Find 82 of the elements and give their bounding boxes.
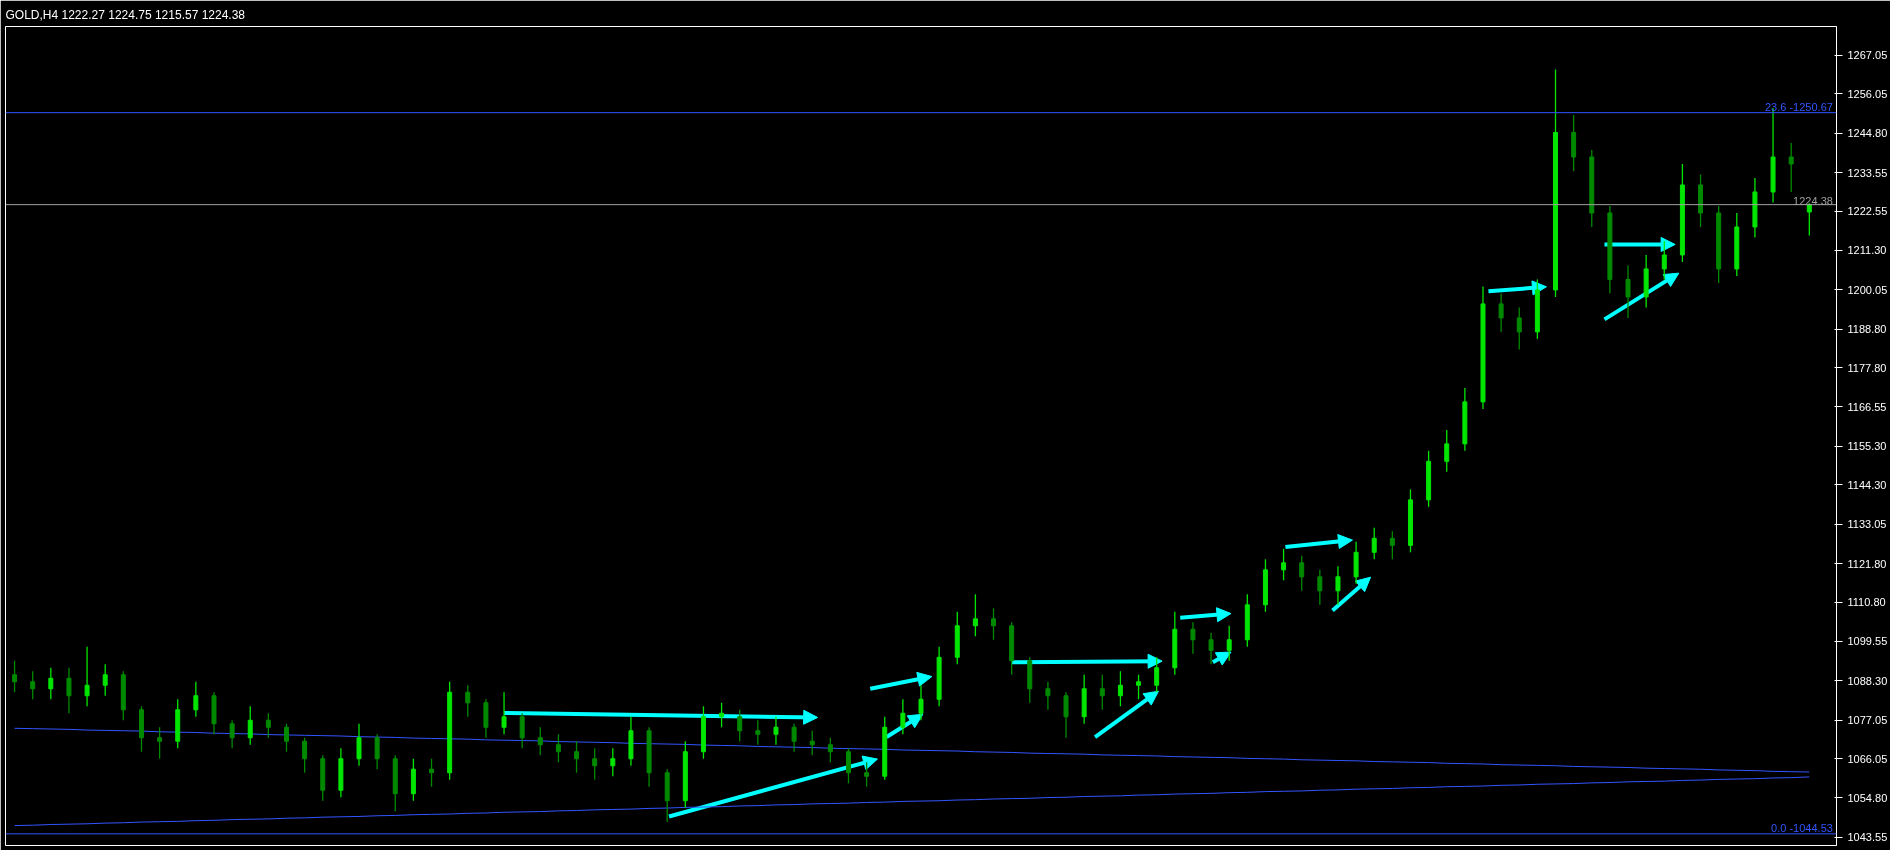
candlestick xyxy=(1099,674,1105,711)
candlestick xyxy=(991,607,997,641)
candlestick xyxy=(66,667,72,714)
candlestick xyxy=(1299,555,1305,592)
candlestick xyxy=(157,726,163,760)
y-tick-label: 1244.80 xyxy=(1847,127,1888,140)
candlestick xyxy=(1516,306,1522,351)
candlestick xyxy=(465,684,471,718)
y-tick-label: 1177.80 xyxy=(1847,361,1887,374)
candlestick xyxy=(1190,621,1196,655)
y-tick-label: 1043.55 xyxy=(1847,831,1888,844)
candlestick xyxy=(84,646,90,707)
candlestick xyxy=(864,761,870,788)
candlestick xyxy=(193,681,199,718)
y-tick-label: 1200.05 xyxy=(1847,283,1888,296)
candlestick xyxy=(1661,240,1667,281)
y-tick-label: 1144.30 xyxy=(1847,478,1887,491)
candlestick xyxy=(1045,681,1051,711)
candlestick xyxy=(809,730,815,756)
y-tick-label: 1188.80 xyxy=(1847,323,1887,336)
ref-line-label: 1224.38 xyxy=(1793,194,1833,207)
annotation: 23.6 -1250.67 xyxy=(1764,100,1833,113)
candlestick xyxy=(537,726,543,756)
y-tick-label: 1054.80 xyxy=(1847,791,1888,804)
candlestick xyxy=(374,733,380,770)
candlestick xyxy=(1444,429,1450,473)
candlestick xyxy=(610,747,616,777)
y-tick-label: 1088.30 xyxy=(1847,674,1888,687)
candlestick xyxy=(737,709,743,742)
y-tick-label: 1099.55 xyxy=(1847,635,1888,648)
candlestick xyxy=(265,712,271,739)
candlestick xyxy=(574,740,580,774)
candlestick xyxy=(1317,569,1323,606)
candlestick xyxy=(519,712,525,749)
candlestick xyxy=(1208,632,1214,665)
y-tick-label: 1110.80 xyxy=(1847,596,1886,608)
candlestick xyxy=(918,684,924,721)
y-tick-label: 1256.05 xyxy=(1847,87,1888,100)
candlestick xyxy=(1498,292,1504,333)
candlestick xyxy=(1281,548,1287,581)
y-tick-label: 1155.30 xyxy=(1847,440,1887,453)
y-tick-label: 1233.55 xyxy=(1847,166,1888,179)
candlestick xyxy=(773,716,779,746)
candlestick xyxy=(1063,691,1069,739)
candlestick xyxy=(555,733,561,763)
candlestick xyxy=(1389,530,1395,560)
y-tick-label: 1066.05 xyxy=(1847,752,1888,765)
candlestick xyxy=(845,747,851,784)
candlestick xyxy=(229,719,235,749)
y-tick-label: 1222.55 xyxy=(1847,205,1888,218)
candlestick xyxy=(592,747,598,781)
y-tick-label: 1077.05 xyxy=(1847,714,1888,727)
y-tick-label: 1166.55 xyxy=(1847,400,1887,413)
candlestick xyxy=(900,698,906,735)
candlestick xyxy=(12,660,18,693)
candlestick xyxy=(501,691,507,735)
candlestick xyxy=(755,719,761,746)
candlestick xyxy=(30,670,36,700)
candlestick xyxy=(1788,142,1794,193)
candlestick xyxy=(1371,527,1377,560)
candlestick xyxy=(1117,670,1123,707)
candlestick xyxy=(302,737,308,774)
y-tick-label: 1121.80 xyxy=(1847,557,1887,570)
candlestick xyxy=(827,737,833,763)
candlestick xyxy=(429,758,435,788)
candlestick xyxy=(1625,264,1631,319)
annotation: 0.0 -1044.53 xyxy=(1771,821,1833,834)
candlestick xyxy=(1136,674,1142,700)
chart-title: GOLD,H4 1222.27 1224.75 1215.57 1224.38 xyxy=(5,7,246,22)
y-tick-label: 1267.05 xyxy=(1847,49,1888,62)
candlestick xyxy=(48,667,54,700)
candlestick xyxy=(102,663,108,697)
candlestick xyxy=(1335,565,1341,606)
candlestick xyxy=(791,723,797,753)
candlestick xyxy=(1226,625,1232,662)
candlestick xyxy=(284,723,289,753)
candlestick xyxy=(356,723,362,767)
y-tick-label: 1133.05 xyxy=(1847,518,1887,531)
candlestick xyxy=(719,702,725,728)
candlestick xyxy=(247,705,253,746)
candlestick xyxy=(972,593,978,637)
y-tick-label: 1211.30 xyxy=(1847,244,1887,257)
